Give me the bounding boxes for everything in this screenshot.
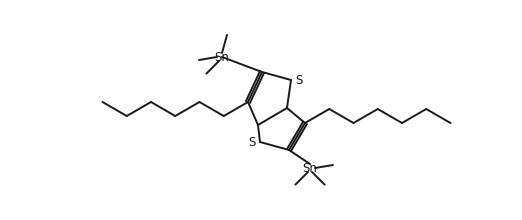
Text: Sn: Sn [303, 161, 317, 174]
Text: S: S [295, 73, 302, 86]
Text: Sn: Sn [215, 51, 230, 64]
Text: S: S [248, 136, 256, 149]
